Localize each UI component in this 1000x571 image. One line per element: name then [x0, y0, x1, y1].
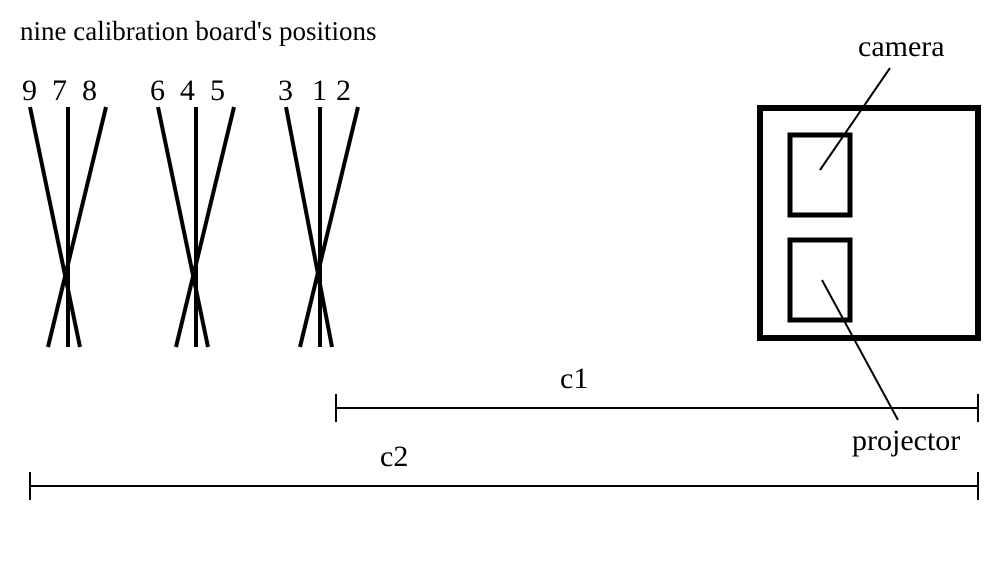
- board-group-3: [286, 107, 358, 347]
- projector-leader-line: [822, 280, 898, 420]
- board-group-1: [30, 107, 106, 347]
- camera-leader-line: [820, 68, 890, 170]
- measure-c2: [30, 472, 978, 500]
- camera-rect: [790, 135, 850, 215]
- board-group-2: [158, 107, 234, 347]
- measure-c1: [336, 394, 978, 422]
- projector-rect: [790, 240, 850, 320]
- device-outline: [760, 108, 978, 338]
- diagram-svg: [0, 0, 1000, 571]
